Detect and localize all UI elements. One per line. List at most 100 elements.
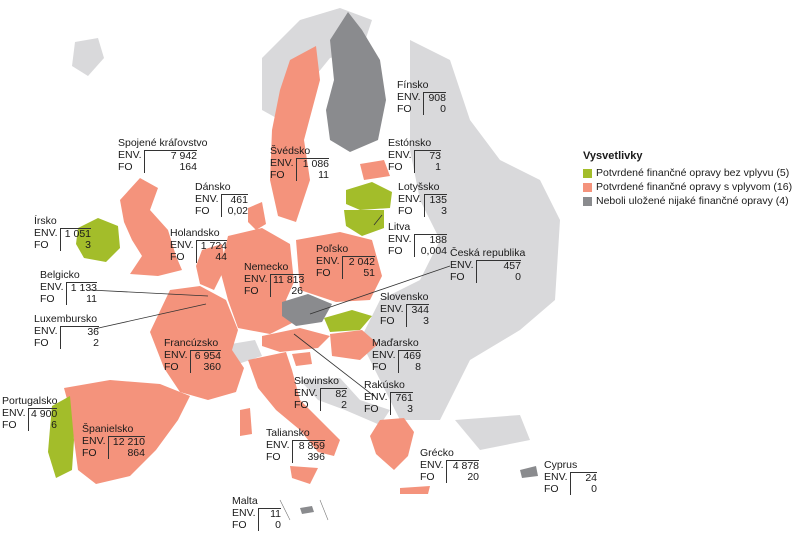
env-value: 4 878 (446, 460, 479, 472)
country-name: Cyprus (544, 459, 578, 471)
country-name: Slovensko (380, 291, 429, 303)
fo-value: 360 (190, 362, 221, 373)
country-name: Dánsko (195, 181, 231, 193)
label-nemecko: Nemecko ENV. 11 813 FO 26 (244, 261, 305, 297)
fo-key: FO (170, 251, 185, 263)
env-value: 344 (406, 304, 429, 316)
label-holandsko: Holandsko ENV. 1 724 FO 44 (170, 228, 227, 263)
map-lotyssko (346, 182, 392, 210)
fo-key: FO (397, 103, 412, 115)
env-key: ENV. (40, 281, 64, 293)
fo-key: FO (450, 271, 465, 283)
label-ceska-republika: Česká republika ENV. 457 FO 0 (450, 248, 525, 283)
env-key: ENV. (170, 239, 194, 251)
country-name: Portugalsko (2, 395, 58, 407)
country-name: Grécko (420, 447, 454, 459)
env-value: 457 (476, 260, 521, 272)
label-taliansko: Taliansko ENV. 8 859 FO 396 (266, 428, 325, 463)
fo-value: 0,02 (221, 206, 248, 217)
env-value: 8 859 (292, 440, 325, 452)
map-litva (344, 210, 384, 236)
fo-value: 0 (423, 104, 446, 115)
env-value: 36 (60, 326, 99, 338)
map-spojene-kralovstvo (120, 178, 182, 276)
legend-item: Potvrdené finančné opravy s vplyvom (16) (583, 181, 792, 193)
env-value: 12 210 (108, 436, 145, 448)
env-value: 761 (390, 392, 413, 404)
fo-value: 3 (390, 404, 413, 415)
env-value: 82 (320, 388, 347, 400)
country-name: Slovinsko (294, 375, 339, 387)
env-key: ENV. (118, 149, 142, 161)
map-rakusko (262, 328, 330, 352)
fo-key: FO (34, 337, 49, 349)
country-name: Švédsko (270, 145, 311, 157)
fo-value: 3 (424, 206, 447, 217)
map-ceska-republika (282, 294, 332, 326)
fo-key: FO (40, 293, 55, 305)
env-value: 1 724 (196, 240, 227, 252)
fo-value: 164 (144, 162, 197, 173)
map-cyprus (520, 466, 538, 478)
fo-value: 2 (320, 400, 347, 411)
legend-title: Vysvetlivky (583, 150, 643, 162)
country-name: Fínsko (397, 79, 429, 91)
country-name: Írsko (34, 215, 57, 227)
fo-value: 864 (108, 448, 145, 459)
env-value: 6 954 (190, 350, 221, 362)
fo-value: 1 (414, 162, 441, 173)
legend-item: Neboli uložené nijaké finančné opravy (4… (583, 195, 792, 207)
label-finsko: Fínsko ENV. 908 FO 0 (397, 80, 446, 115)
fo-value: 6 (28, 420, 57, 431)
country-name: Francúzsko (164, 337, 219, 349)
env-value: 188 (414, 234, 447, 246)
fo-value: 51 (342, 268, 375, 279)
fo-key: FO (164, 361, 179, 373)
legend-swatch (583, 182, 592, 192)
fo-value: 11 (66, 294, 97, 305)
fo-key: FO (244, 285, 259, 297)
env-key: ENV. (420, 459, 444, 471)
fo-key: FO (316, 267, 331, 279)
env-value: 2 042 (342, 256, 375, 268)
legend-label: Potvrdené finančné opravy s vplyvom (16) (596, 181, 793, 193)
env-key: ENV. (544, 471, 568, 483)
map-estonsko (360, 160, 390, 180)
env-value: 1 051 (60, 228, 91, 240)
map-sardinia (240, 408, 252, 436)
fo-key: FO (294, 399, 309, 411)
env-key: ENV. (164, 349, 188, 361)
legend: Vysvetlivky Potvrdené finančné opravy be… (583, 150, 792, 209)
country-name: Poľsko (316, 243, 349, 255)
map-dansko (248, 202, 266, 230)
env-key: ENV. (266, 439, 290, 451)
fo-value: 0,004 (414, 246, 447, 257)
country-name: Litva (388, 221, 411, 233)
env-key: ENV. (316, 255, 340, 267)
country-name: Španielsko (82, 423, 134, 435)
env-key: ENV. (270, 157, 294, 169)
map-slovensko (324, 310, 372, 332)
country-name: Estónsko (388, 137, 432, 149)
env-key: ENV. (34, 227, 58, 239)
label-portugalsko: Portugalsko ENV. 4 900 FO 6 (2, 396, 57, 431)
legend-swatch (583, 168, 592, 178)
env-value: 461 (221, 194, 248, 206)
label-estonsko: Estónsko ENV. 73 FO 1 (388, 138, 441, 173)
fo-key: FO (544, 483, 559, 495)
fo-key: FO (420, 471, 435, 483)
env-key: ENV. (34, 325, 58, 337)
label-spojene-kralovstvo: Spojené kráľovstvo ENV. 7 942 FO 164 (118, 138, 207, 173)
env-value: 73 (414, 150, 441, 162)
env-value: 11 813 (270, 274, 305, 286)
label-spanielsko: Španielsko ENV. 12 210 FO 864 (82, 424, 145, 459)
leader-lines (89, 214, 451, 397)
map-francuzsko (150, 286, 244, 400)
label-lotyssko: Lotyšsko ENV. 135 FO 3 (398, 182, 447, 217)
label-dansko: Dánsko ENV. 461 FO 0,02 (195, 182, 248, 217)
country-name: Nemecko (244, 261, 289, 273)
fo-key: FO (266, 451, 281, 463)
fo-key: FO (195, 205, 210, 217)
map-nemecko (220, 228, 298, 334)
env-value: 7 942 (144, 150, 197, 162)
